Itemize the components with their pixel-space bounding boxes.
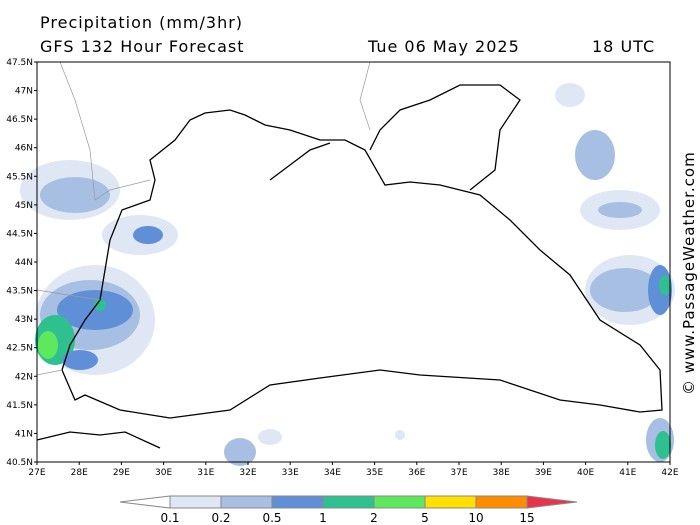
lat-label: 45.5N <box>6 172 33 182</box>
lat-label: 44.5N <box>6 229 33 239</box>
lon-label: 40E <box>577 468 594 478</box>
lat-label: 43.5N <box>6 287 33 297</box>
legend-label: 15 <box>519 511 534 525</box>
lat-label: 46N <box>15 144 33 154</box>
lat-label: 43N <box>15 315 33 325</box>
lon-label: 35E <box>366 468 383 478</box>
legend-label: 1 <box>319 511 327 525</box>
watermark: © www.PassageWeather.com <box>680 151 698 395</box>
lon-label: 30E <box>155 468 172 478</box>
legend-label: 5 <box>421 511 429 525</box>
legend-bin <box>322 495 375 509</box>
lon-label: 29E <box>113 468 130 478</box>
lon-label: 28E <box>71 468 88 478</box>
lat-label: 40.5N <box>6 458 33 468</box>
lat-label: 45N <box>15 201 33 211</box>
lon-label: 34E <box>324 468 341 478</box>
lon-label: 27E <box>28 468 45 478</box>
legend-bin <box>169 495 222 509</box>
legend-bin <box>424 495 477 509</box>
legend-label: 2 <box>370 511 378 525</box>
lat-label: 41N <box>15 429 33 439</box>
lon-label: 42E <box>661 468 678 478</box>
legend-bin <box>271 495 324 509</box>
lon-label: 41E <box>619 468 636 478</box>
legend-bin <box>475 495 528 509</box>
coastline <box>36 84 663 449</box>
legend-label: 0.5 <box>262 511 281 525</box>
lon-label: 33E <box>282 468 299 478</box>
lon-label: 32E <box>239 468 256 478</box>
legend-under <box>119 495 171 509</box>
lon-label: 36E <box>408 468 425 478</box>
lat-label: 47N <box>15 87 33 97</box>
legend-bin <box>220 495 273 509</box>
lon-label: 39E <box>535 468 552 478</box>
lat-label: 47.5N <box>6 58 33 68</box>
lat-label: 42.5N <box>6 344 33 354</box>
borders <box>36 61 371 376</box>
lon-label: 37E <box>450 468 467 478</box>
lat-label: 44N <box>15 258 33 268</box>
legend-label: 10 <box>468 511 483 525</box>
precipitation <box>20 83 675 466</box>
subtitle: GFS 132 Hour Forecast <box>40 37 245 56</box>
time: 18 UTC <box>592 37 655 56</box>
lat-label: 41.5N <box>6 401 33 411</box>
legend-bin <box>373 495 426 509</box>
legend-label: 0.1 <box>160 511 179 525</box>
lon-label: 31E <box>197 468 214 478</box>
legend-over <box>526 495 578 509</box>
lat-label: 42N <box>15 372 33 382</box>
date: Tue 06 May 2025 <box>367 37 520 56</box>
lon-label: 38E <box>493 468 510 478</box>
title: Precipitation (mm/3hr) <box>40 13 243 32</box>
legend-label: 0.2 <box>211 511 230 525</box>
lat-label: 46.5N <box>6 115 33 125</box>
